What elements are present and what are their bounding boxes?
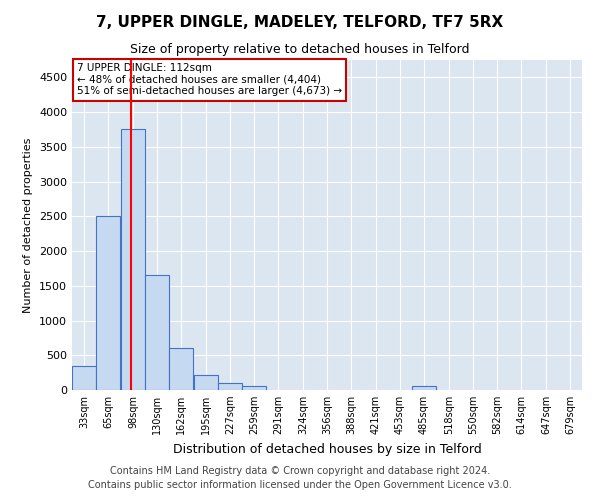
Y-axis label: Number of detached properties: Number of detached properties [23,138,34,312]
Bar [96,216,120,390]
Text: 7, UPPER DINGLE, MADELEY, TELFORD, TF7 5RX: 7, UPPER DINGLE, MADELEY, TELFORD, TF7 5… [97,15,503,30]
Text: Size of property relative to detached houses in Telford: Size of property relative to detached ho… [130,42,470,56]
Text: 7 UPPER DINGLE: 112sqm
← 48% of detached houses are smaller (4,404)
51% of semi-: 7 UPPER DINGLE: 112sqm ← 48% of detached… [77,64,342,96]
Bar [194,374,218,390]
Bar [169,348,193,390]
Bar [218,383,242,390]
X-axis label: Distribution of detached houses by size in Telford: Distribution of detached houses by size … [173,442,481,456]
Bar [242,386,266,390]
Bar [121,130,145,390]
Bar [145,276,169,390]
Text: Contains HM Land Registry data © Crown copyright and database right 2024.
Contai: Contains HM Land Registry data © Crown c… [88,466,512,490]
Bar [412,386,436,390]
Bar [72,366,95,390]
